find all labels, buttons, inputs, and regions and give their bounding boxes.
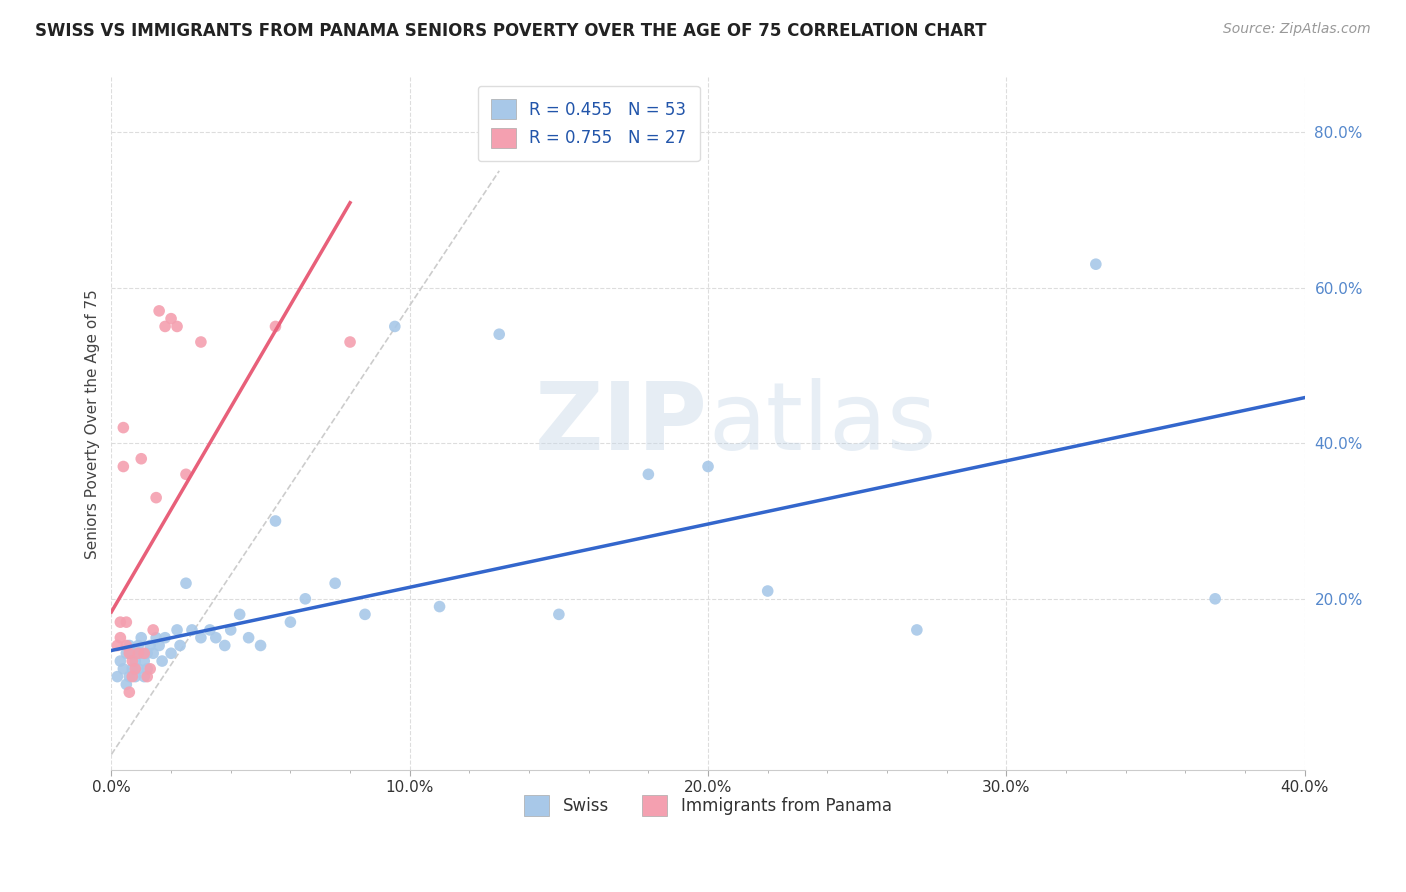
Text: ZIP: ZIP	[536, 377, 709, 470]
Point	[150, 654, 173, 668]
Point	[145, 631, 167, 645]
Point	[112, 420, 135, 434]
Point	[148, 304, 170, 318]
Point	[756, 584, 779, 599]
Point	[115, 646, 138, 660]
Point	[127, 639, 149, 653]
Point	[637, 467, 659, 482]
Point	[174, 576, 197, 591]
Point	[153, 319, 176, 334]
Point	[115, 677, 138, 691]
Point	[547, 607, 569, 622]
Point	[153, 631, 176, 645]
Point	[142, 646, 165, 660]
Point	[214, 639, 236, 653]
Point	[136, 662, 159, 676]
Point	[121, 654, 143, 668]
Point	[294, 591, 316, 606]
Point	[121, 670, 143, 684]
Point	[190, 334, 212, 349]
Point	[124, 662, 146, 676]
Point	[264, 319, 287, 334]
Point	[115, 615, 138, 629]
Y-axis label: Seniors Poverty Over the Age of 75: Seniors Poverty Over the Age of 75	[86, 289, 100, 558]
Point	[697, 459, 720, 474]
Point	[112, 662, 135, 676]
Point	[339, 334, 361, 349]
Point	[105, 670, 128, 684]
Point	[110, 631, 132, 645]
Text: SWISS VS IMMIGRANTS FROM PANAMA SENIORS POVERTY OVER THE AGE OF 75 CORRELATION C: SWISS VS IMMIGRANTS FROM PANAMA SENIORS …	[35, 22, 987, 40]
Point	[228, 607, 250, 622]
Point	[354, 607, 377, 622]
Point	[174, 467, 197, 482]
Point	[118, 646, 141, 660]
Point	[121, 662, 143, 676]
Point	[124, 670, 146, 684]
Point	[124, 654, 146, 668]
Point	[136, 646, 159, 660]
Point	[129, 451, 152, 466]
Point	[134, 654, 156, 668]
Point	[429, 599, 451, 614]
Point	[204, 631, 226, 645]
Point	[134, 646, 156, 660]
Point	[118, 639, 141, 653]
Text: atlas: atlas	[709, 377, 936, 470]
Point	[112, 459, 135, 474]
Point	[166, 623, 188, 637]
Point	[166, 319, 188, 334]
Point	[198, 623, 221, 637]
Point	[384, 319, 406, 334]
Point	[118, 670, 141, 684]
Point	[142, 623, 165, 637]
Point	[249, 639, 271, 653]
Legend: Swiss, Immigrants from Panama: Swiss, Immigrants from Panama	[516, 787, 900, 824]
Point	[488, 327, 510, 342]
Point	[136, 670, 159, 684]
Point	[238, 631, 260, 645]
Point	[127, 662, 149, 676]
Point	[139, 639, 162, 653]
Text: Source: ZipAtlas.com: Source: ZipAtlas.com	[1223, 22, 1371, 37]
Point	[280, 615, 302, 629]
Point	[129, 646, 152, 660]
Point	[181, 623, 204, 637]
Point	[118, 685, 141, 699]
Point	[169, 639, 191, 653]
Point	[121, 646, 143, 660]
Point	[1084, 257, 1107, 271]
Point	[110, 615, 132, 629]
Point	[219, 623, 242, 637]
Point	[115, 639, 138, 653]
Point	[105, 639, 128, 653]
Point	[145, 491, 167, 505]
Point	[110, 654, 132, 668]
Point	[134, 670, 156, 684]
Point	[264, 514, 287, 528]
Point	[148, 639, 170, 653]
Point	[160, 646, 183, 660]
Point	[190, 631, 212, 645]
Point	[1204, 591, 1226, 606]
Point	[905, 623, 928, 637]
Point	[127, 646, 149, 660]
Point	[323, 576, 346, 591]
Point	[139, 662, 162, 676]
Point	[129, 631, 152, 645]
Point	[160, 311, 183, 326]
